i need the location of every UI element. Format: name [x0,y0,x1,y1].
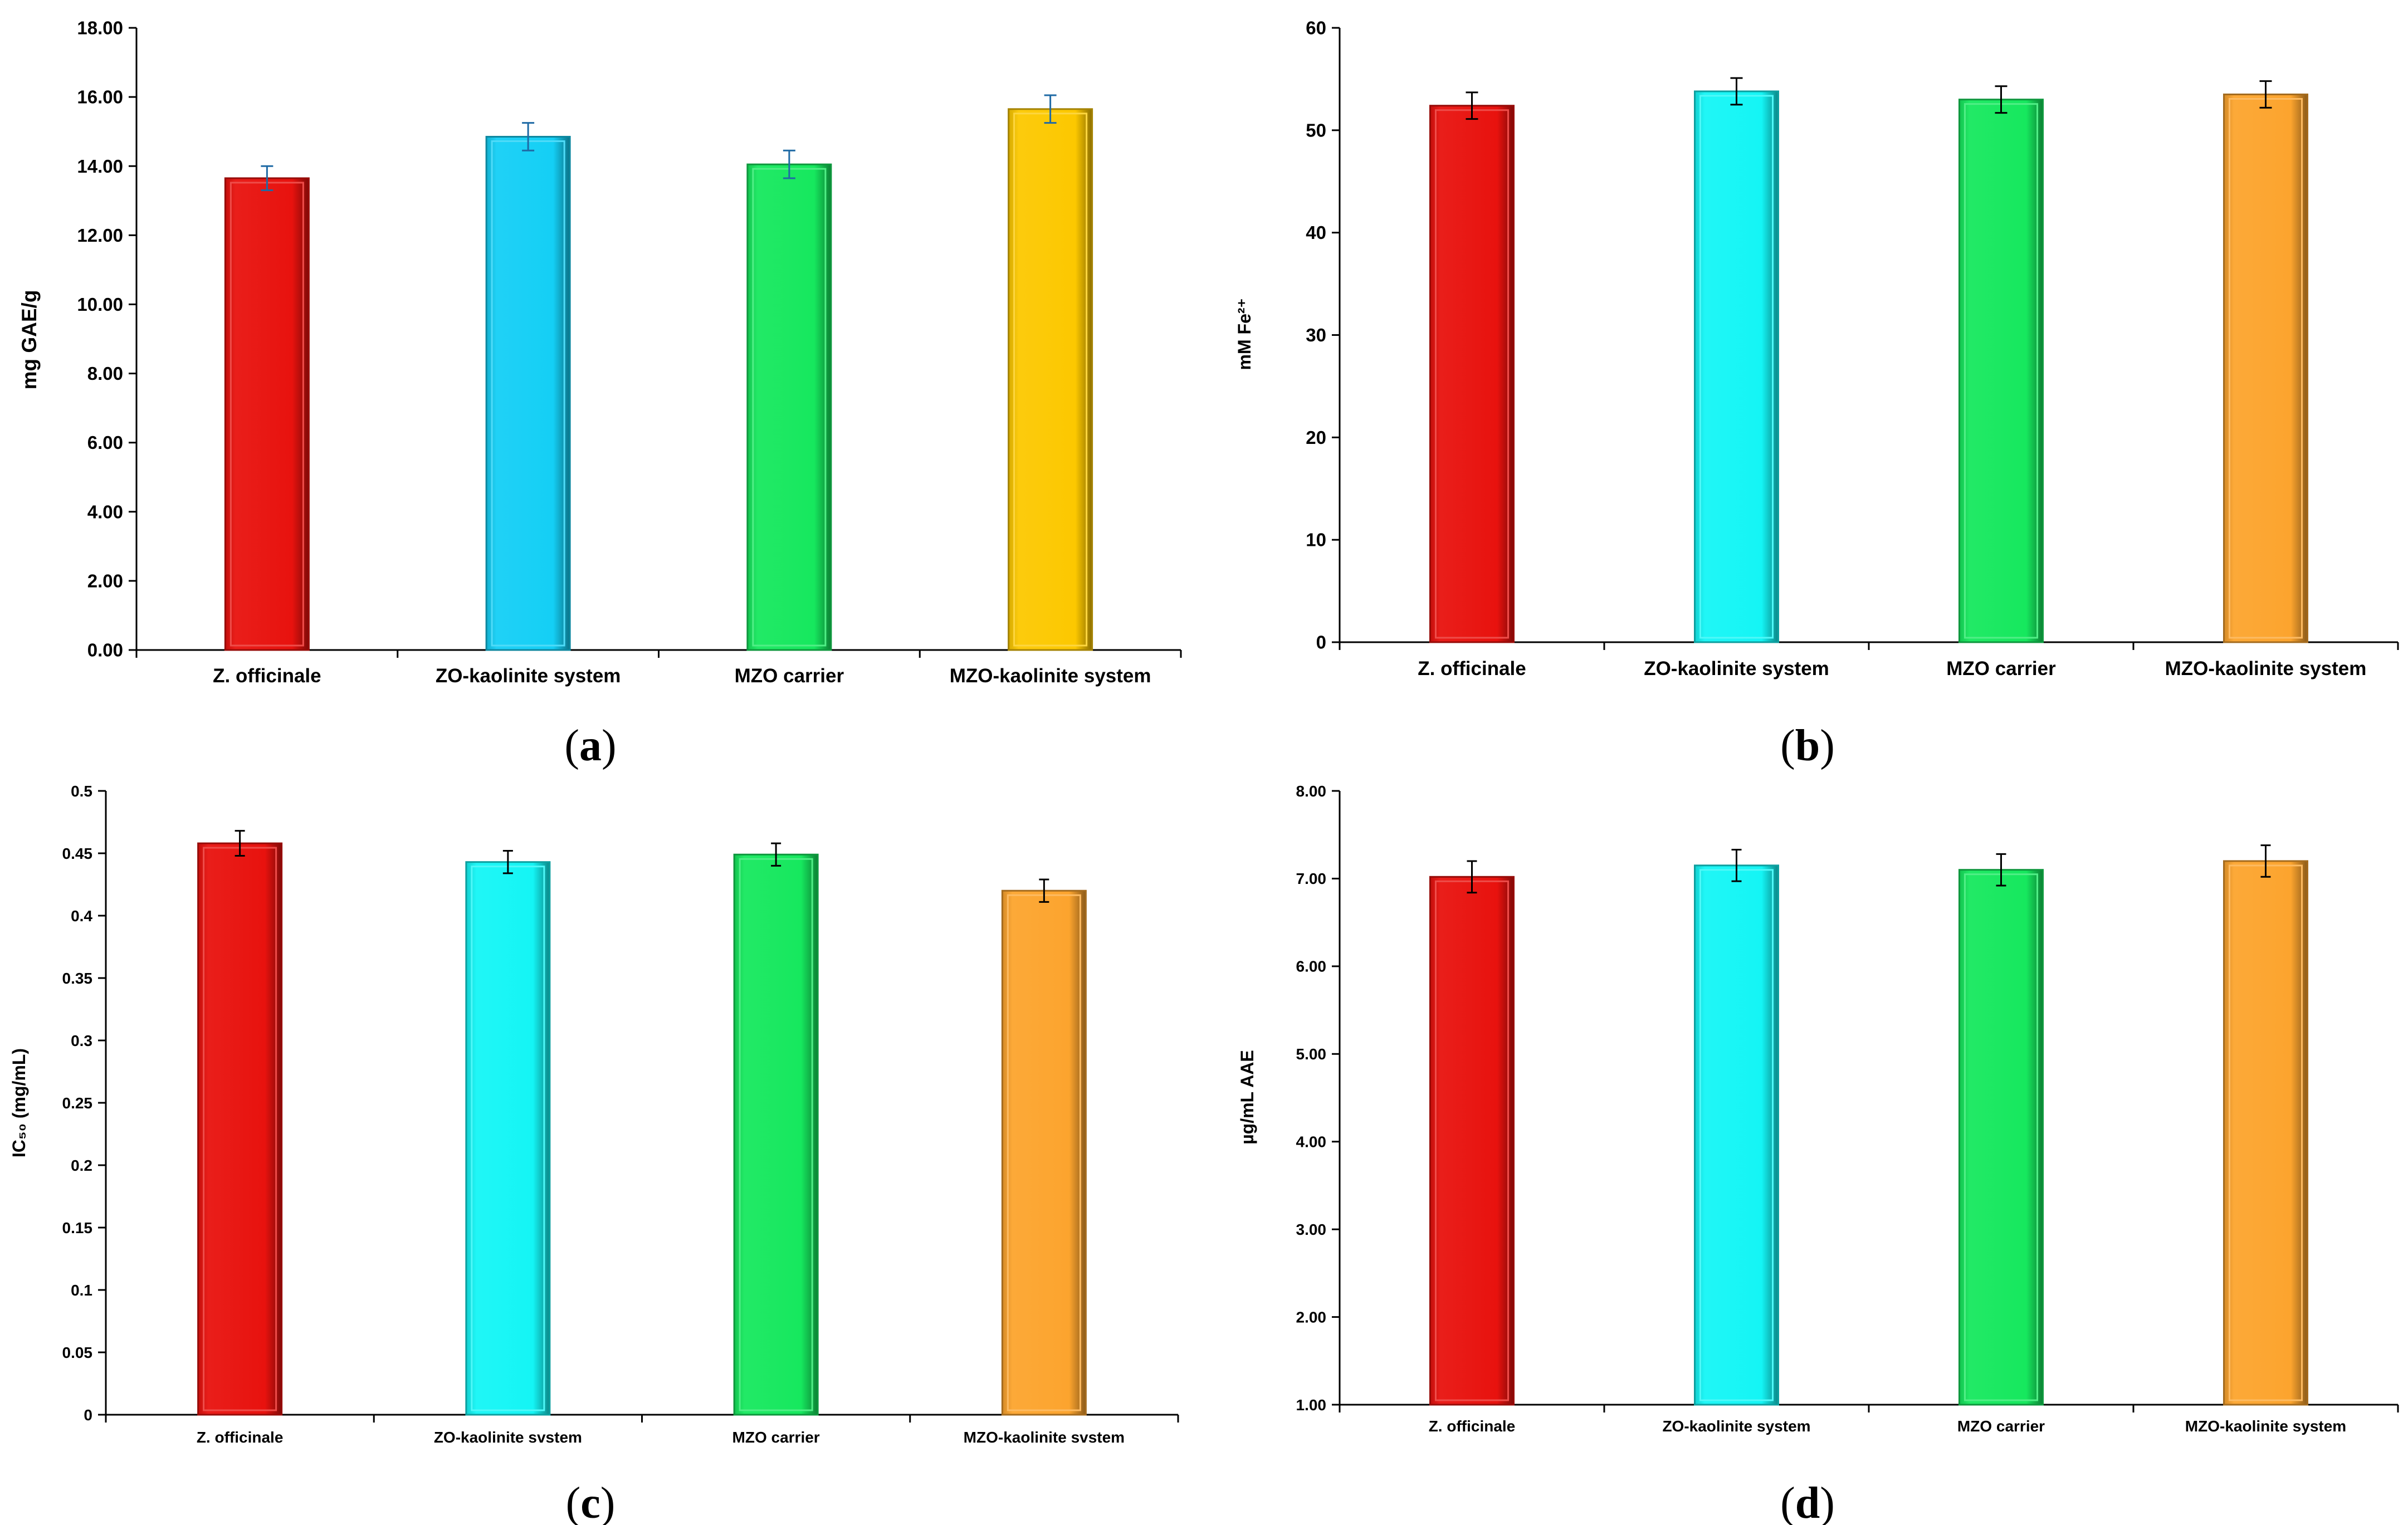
bar-1 [224,177,310,651]
panel-label: (b) [1780,721,1835,770]
y-tick-label: 20 [1306,427,1326,448]
y-tick-label: 60 [1306,18,1326,38]
x-category-label: MZO-kaolinite system [2185,1418,2346,1435]
y-tick-label: 0.5 [71,783,92,800]
bar-2 [465,861,551,1416]
y-tick-label: 4.00 [1296,1133,1327,1151]
bar-4 [1008,108,1093,651]
y-tick-label: 10.00 [77,294,123,315]
y-tick-label: 0.00 [87,640,123,661]
x-category-label: Z. officinale [197,1429,284,1446]
x-category-label: ZO-kaolinite system [436,665,621,687]
y-tick-label: 6.00 [1296,958,1327,975]
y-tick-label: 12.00 [77,225,123,246]
chart-panel-c: 0 0.05 0.1 0.15 0.2 0.25 0.3 0.35 0.4 0.45 0.5 Z. o… [9,783,1179,1525]
y-tick-label: 0.4 [71,907,92,925]
y-tick-label: 0.1 [71,1282,92,1299]
y-axis-title: IC₅₀ (mg/mL) [9,1048,29,1157]
y-axis-title: mg GAE/g [18,290,41,390]
chart-panel-b: 0 10 20 30 40 50 60 Z. officinale ZO-kaolinite s… [1234,18,2399,770]
y-tick-label: 5.00 [1296,1045,1327,1063]
x-category-label: ZO-kaolinite system [1662,1418,1810,1435]
y-tick-label: 16.00 [77,87,123,107]
y-tick-label: 0.45 [62,845,93,862]
y-tick-label: 0.15 [62,1219,93,1236]
y-tick-label: 4.00 [87,501,123,522]
bar-4 [2223,860,2308,1406]
x-category-label: ZO-kaolinite system [1644,658,1829,680]
chart-panel-a: 0.00 2.00 4.00 6.00 8.00 10.00 12.00 14.00 16.00… [18,18,1182,770]
x-category-label: MZO carrier [1946,658,2056,680]
y-tick-label: 0.25 [62,1094,93,1112]
y-tick-label: 10 [1306,530,1326,550]
y-tick-label: 7.00 [1296,870,1327,887]
bar-1 [197,842,283,1416]
bar-2 [1694,90,1779,643]
y-tick-label: 6.00 [87,432,123,453]
y-tick-label: 0 [1316,632,1326,653]
y-tick-label: 0 [84,1406,92,1424]
y-tick-label: 14.00 [77,156,123,177]
y-tick-label: 2.00 [87,570,123,591]
bar-3 [733,853,819,1416]
y-tick-label: 40 [1306,222,1326,243]
bar-3 [1958,99,2044,643]
x-category-label: Z. officinale [1429,1418,1516,1435]
y-tick-label: 50 [1306,120,1326,140]
y-tick-label: 8.00 [87,363,123,384]
bar-3 [746,163,832,651]
y-tick-label: 18.00 [77,18,123,38]
bar-4 [2223,93,2308,643]
y-tick-label: 0.35 [62,970,93,987]
bar-2 [485,135,571,651]
x-category-label: MZO-kaolinite system [2165,658,2367,680]
x-category-label: Z. officinale [213,665,321,687]
bar-1 [1429,876,1515,1406]
bar-3 [1958,869,2044,1406]
x-category-label: MZO-kaolinite svstem [964,1429,1125,1446]
panel-label: (c) [566,1479,616,1525]
bar-4 [1001,889,1087,1416]
x-category-label: ZO-kaolinite svstem [434,1429,582,1446]
y-axis-title: mM Fe²⁺ [1234,299,1254,370]
y-tick-label: 8.00 [1296,783,1327,800]
y-tick-label: 0.2 [71,1157,92,1174]
y-tick-label: 0.3 [71,1032,92,1049]
chart-panel-d: 1.00 2.00 3.00 4.00 5.00 6.00 7.00 8.00 Z. offic… [1237,783,2399,1525]
bar-1 [1429,105,1515,643]
y-tick-label: 3.00 [1296,1221,1327,1238]
y-tick-label: 0.05 [62,1344,93,1361]
x-category-label: MZO carrier [732,1429,820,1446]
panel-label: (a) [564,721,616,770]
x-category-label: MZO carrier [735,665,844,687]
x-category-label: MZO carrier [1957,1418,2045,1435]
y-tick-label: 1.00 [1296,1396,1327,1414]
x-category-label: Z. officinale [1418,658,1526,680]
y-tick-label: 2.00 [1296,1308,1327,1326]
panel-label: (d) [1780,1479,1835,1525]
bar-2 [1694,864,1779,1406]
y-axis-title: µg/mL AAE [1237,1050,1257,1145]
x-category-label: MZO-kaolinite system [950,665,1151,687]
y-tick-label: 30 [1306,325,1326,345]
